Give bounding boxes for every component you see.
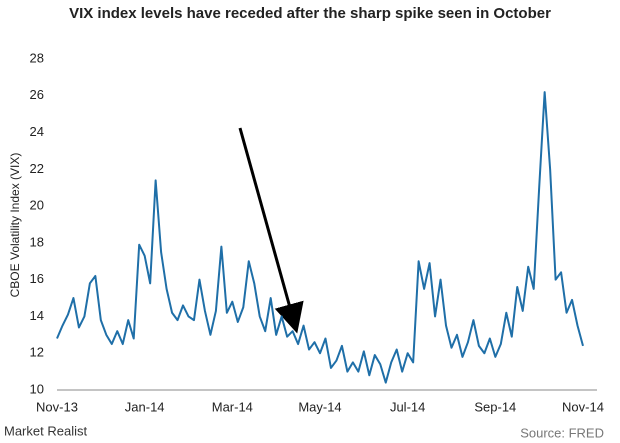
y-tick-label: 18 [30,234,44,249]
y-tick-label: 16 [30,271,44,286]
y-tick-label: 10 [30,381,44,396]
y-tick-label: 28 [30,50,44,65]
source: Source: FRED [520,425,604,440]
y-axis-label: CBOE Volatility Index (VIX) [8,153,22,298]
x-tick-label: May-14 [298,399,341,414]
y-tick-label: 22 [30,161,44,176]
y-tick-label: 20 [30,198,44,213]
y-tick-label: 12 [30,345,44,360]
x-tick-label: Jul-14 [390,399,425,414]
x-tick-label: Jan-14 [125,399,165,414]
y-tick-label: 26 [30,87,44,102]
x-tick-label: Nov-13 [36,399,78,414]
y-tick-label: 24 [30,124,44,139]
x-tick-label: Sep-14 [474,399,516,414]
vix-line [56,91,584,384]
chart-title: VIX index levels have receded after the … [69,5,551,22]
trend-arrow [238,127,304,334]
brand: Market Realist [4,423,87,438]
title-box: VIX index levels have receded after the … [69,5,551,22]
y-tick-label: 14 [30,308,44,323]
x-tick-label: Mar-14 [212,399,253,414]
x-tick-label: Nov-14 [562,399,604,414]
